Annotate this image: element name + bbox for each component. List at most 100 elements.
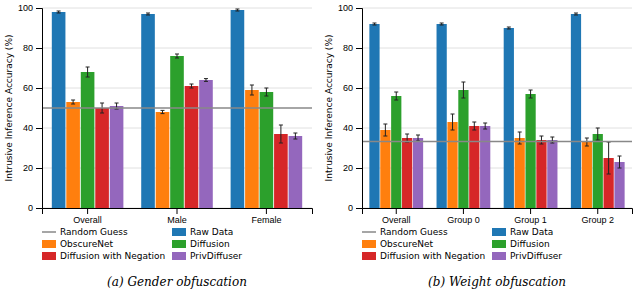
- error-bar-stem: [463, 82, 464, 98]
- bar: [260, 92, 274, 208]
- y-tick-label: 100: [338, 3, 353, 13]
- error-bar-cap: [472, 122, 476, 123]
- error-bar-cap: [574, 13, 578, 14]
- error-bar: [461, 82, 465, 98]
- error-bar-cap: [293, 133, 297, 134]
- error-bar-cap: [279, 143, 283, 144]
- legend-swatch: [42, 240, 56, 248]
- grid-line: [362, 88, 632, 89]
- bar: [199, 80, 213, 208]
- error-bar-cap: [507, 27, 511, 28]
- error-bar-cap: [57, 13, 61, 14]
- y-tick-label: 100: [18, 3, 33, 13]
- y-tick-mark: [356, 8, 362, 9]
- error-bar-cap: [550, 143, 554, 144]
- error-bar-cap: [161, 113, 165, 114]
- error-bar-cap: [86, 67, 90, 68]
- bar: [95, 108, 109, 208]
- error-bar: [235, 9, 239, 11]
- y-tick: 80: [23, 43, 42, 53]
- error-bar-cap: [596, 128, 600, 129]
- legend-item: Diffusion with Negation: [42, 251, 165, 261]
- bar: [66, 102, 80, 208]
- y-axis: 020406080100: [18, 3, 43, 213]
- error-bar-cap: [585, 138, 589, 139]
- bar: [614, 162, 624, 208]
- legend-label: Raw Data: [190, 227, 233, 237]
- bar: [547, 140, 557, 208]
- y-tick-label: 40: [343, 123, 353, 133]
- y-tick: 40: [343, 123, 362, 133]
- x-tick-label: Overall: [73, 215, 102, 225]
- legend-label: ObscureNet: [60, 239, 113, 249]
- error-bar-cap: [461, 82, 465, 83]
- legend-label: Random Guess: [60, 227, 128, 237]
- error-bar-cap: [250, 95, 254, 96]
- x-tick-mark: [530, 208, 531, 214]
- legend-swatch: [42, 231, 56, 233]
- error-bar: [618, 156, 622, 168]
- error-bar: [293, 133, 297, 139]
- legend-item: Diffusion: [492, 239, 550, 249]
- x-tick-label: Female: [251, 215, 281, 225]
- error-bar-stem: [385, 124, 386, 136]
- error-bar-cap: [472, 130, 476, 131]
- legend-swatch: [492, 252, 506, 260]
- error-bar-cap: [264, 88, 268, 89]
- y-tick-mark: [356, 88, 362, 89]
- bar-series: [413, 123, 625, 208]
- y-tick: 100: [338, 3, 362, 13]
- x-tick-mark: [463, 208, 464, 214]
- error-bar: [279, 125, 283, 143]
- error-bar: [204, 79, 208, 82]
- error-bar-stem: [608, 142, 609, 174]
- bar: [110, 106, 124, 208]
- x-tick: Male: [167, 208, 187, 225]
- error-bar-cap: [550, 137, 554, 138]
- bar: [274, 134, 288, 208]
- error-bar-cap: [293, 139, 297, 140]
- bar: [81, 72, 95, 208]
- error-bar-stem: [530, 90, 531, 98]
- error-bar-cap: [440, 25, 444, 26]
- error-bar-cap: [264, 96, 268, 97]
- error-bar: [383, 124, 387, 136]
- error-bar: [394, 92, 398, 100]
- x-tick: Group 0: [447, 208, 480, 225]
- reference-line: [42, 107, 312, 109]
- y-tick-label: 80: [23, 43, 33, 53]
- error-bar-stem: [541, 136, 542, 144]
- error-bar-cap: [115, 103, 119, 104]
- error-bar-stem: [519, 132, 520, 144]
- error-bar-cap: [483, 123, 487, 124]
- panel: 020406080100OverallGroup 0Group 1Group 2…: [324, 3, 633, 289]
- y-tick: 0: [348, 203, 362, 213]
- grid: [42, 8, 312, 208]
- bar: [437, 24, 447, 208]
- x-tick: Group 1: [514, 208, 547, 225]
- legend-label: Diffusion: [510, 239, 550, 249]
- error-bar-cap: [71, 104, 75, 105]
- legend-item: Raw Data: [172, 227, 233, 237]
- error-bar-cap: [204, 78, 208, 79]
- error-bar: [71, 100, 75, 104]
- bar-series: [81, 54, 273, 208]
- error-bar-cap: [175, 58, 179, 59]
- bar: [593, 134, 603, 208]
- chart-svg: 020406080100OverallMaleFemaleIntrusive I…: [0, 0, 640, 299]
- legend-swatch: [492, 240, 506, 248]
- x-tick-label: Group 0: [447, 215, 480, 225]
- error-bar-cap: [383, 124, 387, 125]
- error-bar: [250, 85, 254, 95]
- y-tick: 80: [343, 43, 362, 53]
- error-bar-cap: [607, 174, 611, 175]
- legend-label: Raw Data: [510, 227, 553, 237]
- error-bar: [146, 13, 150, 15]
- error-bar-cap: [57, 11, 61, 12]
- y-tick: 0: [28, 203, 42, 213]
- error-bar-stem: [295, 133, 296, 139]
- error-bar-cap: [189, 84, 193, 85]
- error-bar-cap: [618, 156, 622, 157]
- error-bar: [483, 123, 487, 129]
- bar: [536, 140, 546, 208]
